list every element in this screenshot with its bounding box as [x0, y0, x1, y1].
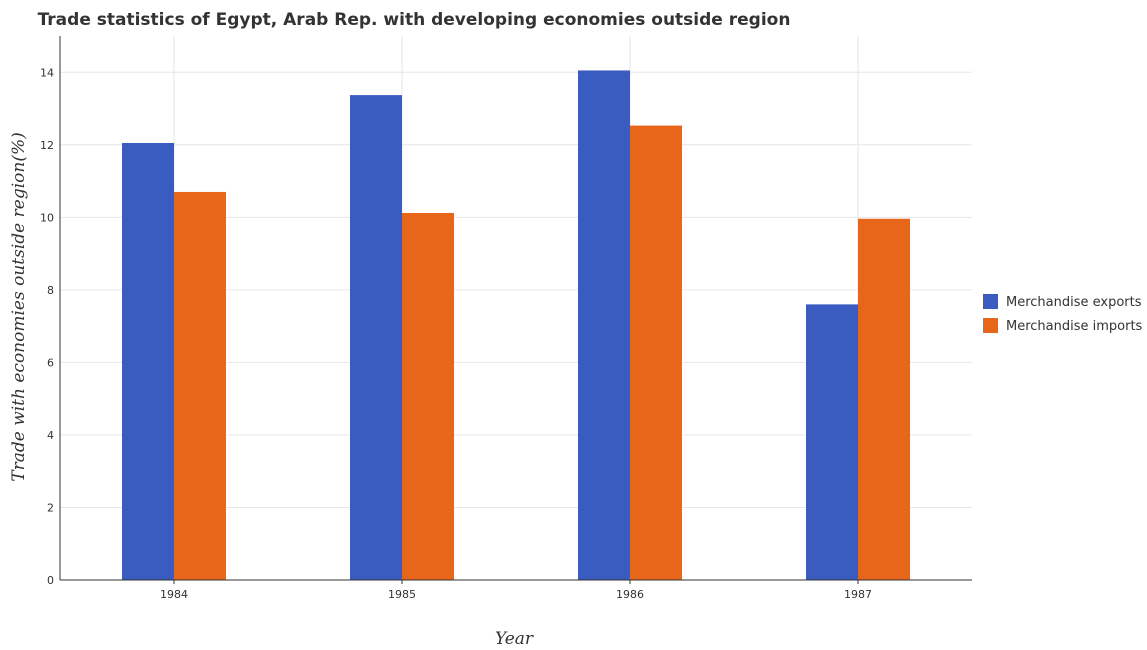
x-tick-label: 1984 — [160, 588, 188, 601]
x-axis-label: Year — [495, 629, 534, 649]
y-axis-label: Trade with economies outside region(%) — [9, 132, 29, 482]
y-tick-label: 2 — [47, 501, 54, 514]
x-tick-label: 1985 — [388, 588, 416, 601]
axes: 0 2 4 6 8 10 12 14 1984 1985 1986 1987 — [40, 36, 972, 601]
x-tick-label: 1987 — [844, 588, 872, 601]
bar-merchandise-exports — [806, 304, 858, 580]
legend: Merchandise exports Merchandise imports — [983, 294, 1143, 334]
bar-merchandise-imports — [858, 218, 910, 580]
bar-merchandise-imports — [174, 191, 226, 581]
legend-label: Merchandise exports — [1006, 295, 1142, 310]
bar-merchandise-imports — [402, 212, 454, 581]
y-tick-label: 4 — [47, 429, 54, 442]
chart-title: Trade statistics of Egypt, Arab Rep. wit… — [38, 10, 791, 30]
legend-swatch — [983, 294, 998, 309]
legend-label: Merchandise imports — [1006, 319, 1143, 334]
bar-merchandise-exports — [578, 70, 630, 580]
x-tick-label: 1986 — [616, 588, 644, 601]
y-tick-label: 0 — [47, 574, 54, 587]
y-tick-label: 6 — [47, 356, 54, 369]
y-tick-label: 8 — [47, 284, 54, 297]
y-tick-label: 14 — [40, 66, 54, 79]
bar-merchandise-exports — [350, 95, 402, 580]
bar-merchandise-exports — [122, 142, 174, 580]
bars — [122, 70, 910, 581]
y-tick-label: 12 — [40, 139, 54, 152]
y-tick-label: 10 — [40, 211, 54, 224]
bar-merchandise-imports — [630, 125, 682, 580]
legend-swatch — [983, 318, 998, 333]
